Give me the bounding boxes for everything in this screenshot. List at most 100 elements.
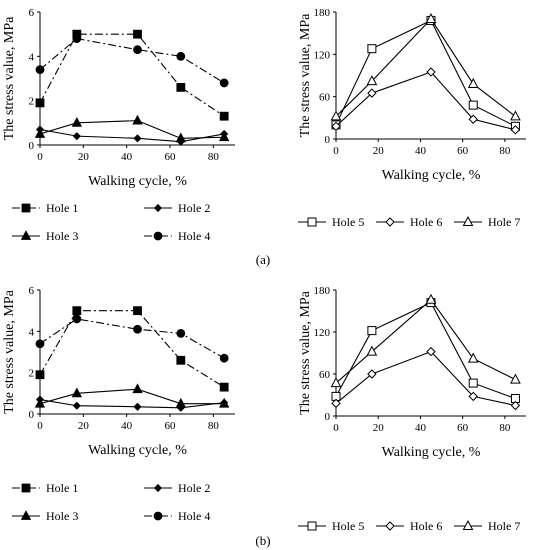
data-point bbox=[468, 100, 478, 110]
data-point bbox=[34, 128, 46, 138]
data-point bbox=[425, 12, 437, 24]
x-tick-label: 40 bbox=[121, 420, 133, 432]
data-point bbox=[175, 132, 186, 143]
legend-label: Hole 5 bbox=[332, 519, 364, 533]
data-point bbox=[467, 77, 479, 88]
data-point bbox=[219, 353, 229, 363]
y-tick-label: 120 bbox=[314, 49, 331, 61]
data-point bbox=[72, 306, 82, 316]
y-tick-label: 60 bbox=[319, 92, 331, 104]
legend-marker bbox=[307, 521, 317, 531]
x-tick-label: 40 bbox=[415, 145, 427, 157]
x-tick-label: 20 bbox=[78, 151, 90, 163]
data-point bbox=[35, 65, 45, 75]
data-point bbox=[330, 110, 342, 121]
data-point bbox=[367, 88, 377, 98]
series-hole-6 bbox=[331, 346, 521, 411]
chart-2: 0 60 120 180 0 20 40 60 80 Walking cycle, % The st… bbox=[298, 7, 526, 229]
data-point bbox=[133, 134, 142, 143]
data-point bbox=[219, 131, 230, 142]
x-tick-label: 0 bbox=[333, 145, 339, 157]
data-point bbox=[510, 110, 521, 121]
data-point bbox=[71, 116, 82, 127]
legend-item: Hole 4 bbox=[144, 229, 210, 243]
legend-item: Hole 3 bbox=[12, 509, 78, 523]
data-point bbox=[35, 339, 45, 349]
data-point bbox=[366, 345, 378, 356]
series-line bbox=[335, 301, 516, 400]
data-point bbox=[367, 44, 377, 54]
x-tick-label: 40 bbox=[121, 151, 133, 163]
data-point bbox=[426, 67, 436, 77]
legend-item: Hole 1 bbox=[12, 201, 78, 215]
data-point bbox=[467, 352, 479, 363]
x-axis-title: Walking cycle, % bbox=[382, 168, 481, 183]
legend: Hole 1 Hole 2 Hole 3 Hole 4 bbox=[12, 201, 210, 243]
series-hole-3 bbox=[34, 114, 230, 143]
legend: Hole 5 Hole 6 Hole 7 bbox=[298, 519, 520, 533]
legend-marker bbox=[153, 511, 163, 521]
legend-marker bbox=[21, 203, 31, 213]
data-point bbox=[35, 370, 45, 380]
panel-label-b: (b) bbox=[255, 533, 270, 548]
y-tick-label: 6 bbox=[29, 7, 35, 19]
data-point bbox=[132, 383, 143, 394]
legend-item: Hole 6 bbox=[376, 519, 442, 533]
series-line bbox=[39, 120, 225, 139]
data-point bbox=[133, 306, 142, 316]
y-tick-label: 120 bbox=[314, 327, 331, 339]
x-tick-label: 80 bbox=[208, 420, 220, 432]
data-point bbox=[510, 400, 521, 411]
series-line bbox=[335, 298, 516, 384]
series-hole-1 bbox=[35, 29, 229, 121]
data-point bbox=[219, 397, 230, 408]
series-hole-6 bbox=[331, 67, 521, 135]
series-line bbox=[39, 128, 225, 143]
data-point bbox=[176, 51, 186, 61]
data-point bbox=[133, 402, 142, 411]
x-tick-label: 60 bbox=[457, 422, 469, 434]
data-point bbox=[72, 34, 82, 43]
legend: Hole 1 Hole 2 Hole 3 Hole 4 bbox=[12, 481, 210, 523]
data-point bbox=[366, 75, 378, 86]
legend-label: Hole 5 bbox=[332, 215, 364, 229]
data-point bbox=[468, 391, 478, 402]
y-tick-label: 180 bbox=[314, 7, 331, 19]
data-point bbox=[176, 82, 186, 92]
legend-item: Hole 3 bbox=[12, 229, 78, 243]
legend-marker bbox=[153, 483, 163, 493]
y-tick-label: 2 bbox=[29, 368, 35, 380]
x-axis-title: Walking cycle, % bbox=[88, 174, 187, 189]
data-point bbox=[468, 378, 478, 388]
legend-marker bbox=[385, 521, 395, 531]
legend-marker bbox=[20, 230, 32, 240]
data-point bbox=[425, 293, 437, 304]
y-axis-title: The stress value, MPa bbox=[298, 290, 313, 414]
data-point bbox=[219, 111, 229, 121]
y-axis-title: The stress value, MPa bbox=[298, 13, 313, 137]
legend-label: Hole 2 bbox=[178, 201, 210, 215]
x-tick-label: 60 bbox=[457, 145, 469, 157]
series-hole-7 bbox=[330, 12, 521, 121]
series-hole-4 bbox=[35, 34, 229, 88]
chart-4: 0 60 120 180 0 20 40 60 80 Walking cycle, % The st… bbox=[298, 285, 526, 533]
legend-item: Hole 5 bbox=[298, 519, 364, 533]
legend-marker bbox=[153, 203, 163, 213]
data-point bbox=[133, 45, 142, 55]
legend-label: Hole 4 bbox=[178, 509, 210, 523]
x-tick-label: 60 bbox=[165, 420, 177, 432]
y-tick-label: 180 bbox=[314, 285, 331, 297]
data-point bbox=[367, 369, 377, 379]
y-axis-title: The stress value, MPa bbox=[2, 289, 17, 413]
legend-marker bbox=[385, 217, 395, 227]
legend-item: Hole 7 bbox=[454, 519, 520, 533]
data-point bbox=[331, 398, 341, 409]
legend-marker bbox=[21, 483, 31, 493]
legend-item: Hole 7 bbox=[454, 215, 520, 229]
legend-label: Hole 1 bbox=[46, 201, 78, 215]
data-point bbox=[34, 397, 46, 408]
legend-marker bbox=[462, 215, 474, 226]
series-line bbox=[39, 38, 225, 84]
data-point bbox=[426, 346, 436, 357]
